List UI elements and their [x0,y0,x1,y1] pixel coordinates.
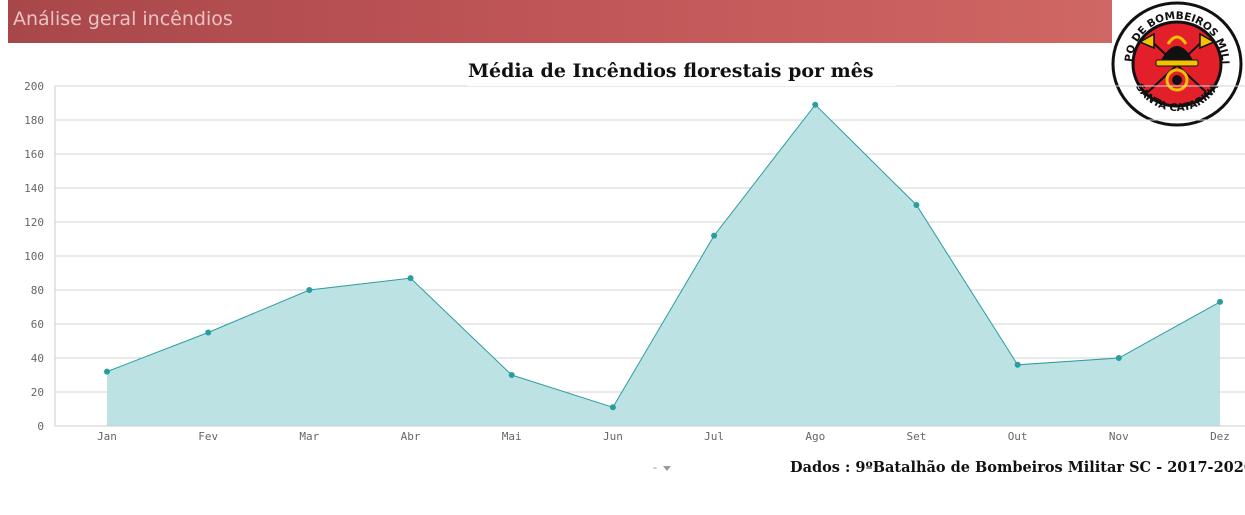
x-tick-label: Fev [198,430,218,443]
x-tick-label: Mai [502,430,522,443]
x-tick-label: Abr [401,430,421,443]
data-source-note: Dados : 9ºBatalhão de Bombeiros Militar … [790,459,1245,476]
y-tick-label: 60 [31,318,44,331]
data-point [306,287,313,293]
x-tick-label: Out [1008,430,1028,443]
data-point [711,232,718,239]
y-tick-label: 20 [31,386,44,399]
data-point [205,329,212,336]
y-tick-label: 40 [31,352,44,365]
point-layer [104,101,1223,411]
data-point [1014,361,1021,368]
y-tick-label: 180 [24,114,44,127]
x-tick-label: Jun [603,430,623,443]
data-point [812,101,819,108]
area-layer [106,103,1221,426]
y-tick-label: 0 [37,420,44,433]
x-tick-label: Ago [805,430,825,443]
x-tick-label: Nov [1109,430,1129,443]
y-tick-label: 200 [24,80,44,93]
x-tick-label: Dez [1210,430,1230,443]
chevron-down-icon [662,465,671,471]
x-tick-label: Jul [704,430,724,443]
data-point [913,202,920,208]
data-point [1217,298,1223,305]
page-title: Análise geral incêndios [13,8,233,30]
x-tick-label: Jan [97,430,117,443]
data-point [1115,355,1122,361]
series-line [106,103,1221,408]
chart-selector-label: - [653,461,657,474]
chart-selector-dropdown[interactable]: - [653,461,671,474]
chart-title: Média de Incêndios florestais por mês [467,56,896,86]
header-bar: Análise geral incêndios [8,0,1112,43]
data-point [609,404,616,411]
y-tick-label: 120 [24,216,44,229]
y-tick-label: 160 [24,148,44,161]
series-area-fill [107,104,1220,426]
y-tick-label: 80 [31,284,44,297]
y-tick-label: 140 [24,182,44,195]
data-point [407,275,414,282]
x-tick-label: Set [907,430,927,443]
axis-layer: 0 20 40 60 80 100 120 140 160 180 200 Jan Fev Mar Abr M… [24,80,1245,443]
data-point [508,372,515,378]
x-tick-label: Mar [299,430,319,443]
data-point [104,368,110,375]
y-tick-label: 100 [24,250,44,263]
